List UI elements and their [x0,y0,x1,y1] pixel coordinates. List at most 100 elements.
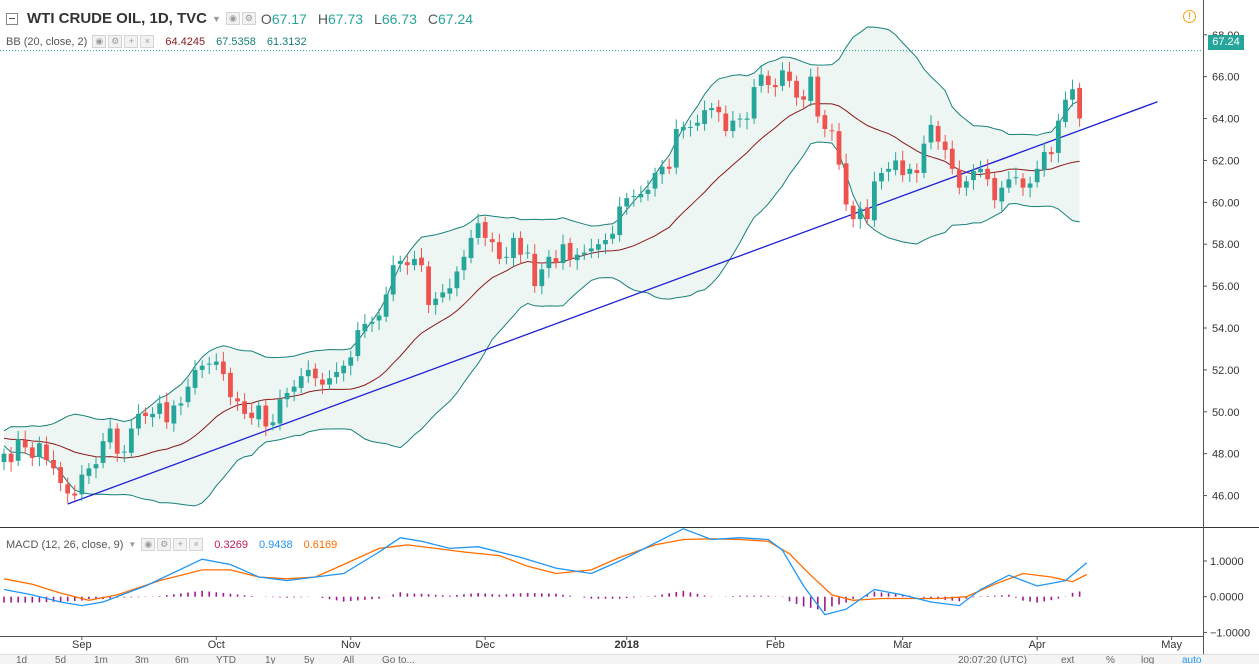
macd-legend-buttons: ◉ ⚙ + × [141,538,204,551]
candle-body [348,357,354,366]
candle-body [596,244,601,250]
candle-body [645,189,651,194]
candle-body [65,484,71,494]
candle-body [709,108,715,111]
candle-body [730,120,736,132]
x-tick-label: Mar [893,639,912,651]
eye-icon[interactable]: ◉ [92,35,107,48]
candle-body [51,459,56,469]
candle-body [978,168,983,173]
x-tick-label: 2018 [614,639,638,651]
candle-body [150,413,156,418]
range-button-6m[interactable]: 6m [175,655,189,664]
candle-body [114,428,120,454]
candle-body [964,181,969,188]
bb-label[interactable]: BB (20, close, 2) [6,35,88,48]
more-icon[interactable]: + [124,35,139,48]
chevron-down-icon[interactable]: ▼ [212,13,221,24]
candle-body [383,294,389,317]
candle-body [560,244,566,264]
macd-label[interactable]: MACD (12, 26, close, 9) [6,538,124,551]
candle-body [277,399,283,424]
candle-body [659,166,665,175]
candle-body [305,369,311,377]
candle-body [815,76,821,117]
settings-icon[interactable]: ⚙ [157,538,172,551]
eye-icon[interactable]: ◉ [141,538,156,551]
ext-toggle[interactable]: ext [1061,655,1075,664]
range-button-5d[interactable]: 5d [55,655,67,664]
candle-body [942,141,948,150]
candle-body [638,193,644,198]
candle-body [857,208,863,220]
range-button-ytd[interactable]: YTD [216,655,236,664]
x-tick-label: Nov [341,639,361,651]
candle-body [496,242,502,259]
candle-body [956,170,962,188]
last-price-tag: 67.24 [1208,35,1244,50]
range-button-1d[interactable]: 1d [16,655,28,664]
candle-body [921,143,927,174]
x-tick-label: Oct [208,639,225,651]
range-button-1y[interactable]: 1y [265,655,276,664]
range-button-1m[interactable]: 1m [94,655,108,664]
auto-toggle[interactable]: auto [1182,655,1202,664]
y-tick-label: 64.00 [1212,114,1240,126]
candle-body [107,428,113,443]
macd-line [3,528,1088,616]
range-button-3m[interactable]: 3m [135,655,149,664]
macd-signal-line [3,538,1087,601]
candle-body [581,252,587,255]
bottom-toolbar: 1d 5d 1m 3m 6m YTD 1y 5y All Go to... 20… [0,654,1259,664]
macd-tick-label: −1.0000 [1210,627,1250,639]
candle-body [631,196,637,198]
y-tick-label: 52.00 [1212,365,1240,377]
symbol-title[interactable]: WTI CRUDE OIL, 1D, TVC [27,10,207,27]
settings-icon[interactable]: ⚙ [241,12,256,25]
more-icon[interactable]: + [173,538,188,551]
candle-body [872,181,877,221]
y-tick-label: 50.00 [1212,407,1240,419]
close-icon[interactable]: × [189,538,204,551]
candle-body [702,110,707,124]
candle-body [461,256,467,271]
candle-body [624,198,630,207]
collapse-legend-button[interactable] [6,12,18,25]
candle-body [617,206,623,236]
x-tick-label: Dec [475,639,495,651]
candle-body [893,160,899,171]
macd-signal-value: 0.9438 [258,538,293,551]
candle-body [376,315,382,321]
settings-icon[interactable]: ⚙ [108,35,123,48]
candle-body [320,379,325,385]
candle-body [716,106,722,113]
candle-body [553,258,559,264]
candle-body [652,173,658,189]
candle-body [546,256,552,269]
bollinger-basis [3,103,1080,459]
candle-body [220,361,226,375]
candle-body [121,451,127,453]
log-toggle[interactable]: log [1141,655,1155,664]
close-icon[interactable]: × [140,35,155,48]
go-to-button[interactable]: Go to... [382,655,415,664]
bb-legend: BB (20, close, 2) ◉ ⚙ + × 64.4245 67.535… [6,35,307,48]
range-button-5y[interactable]: 5y [304,655,315,664]
candle-body [256,405,262,420]
candle-body [185,386,191,403]
alert-icon[interactable]: ! [1183,10,1196,23]
y-tick-label: 62.00 [1212,155,1240,167]
chevron-down-icon[interactable]: ▼ [128,540,137,549]
candle-body [737,118,743,120]
candle-body [772,85,778,88]
candle-body [829,130,835,132]
range-button-all[interactable]: All [343,655,355,664]
clock-time: 20:07:20 (UTC) [958,655,1027,664]
eye-icon[interactable]: ◉ [225,12,240,25]
candle-body [992,178,998,201]
percent-toggle[interactable]: % [1106,655,1115,664]
candle-body [1027,183,1033,188]
candle-body [419,257,424,266]
